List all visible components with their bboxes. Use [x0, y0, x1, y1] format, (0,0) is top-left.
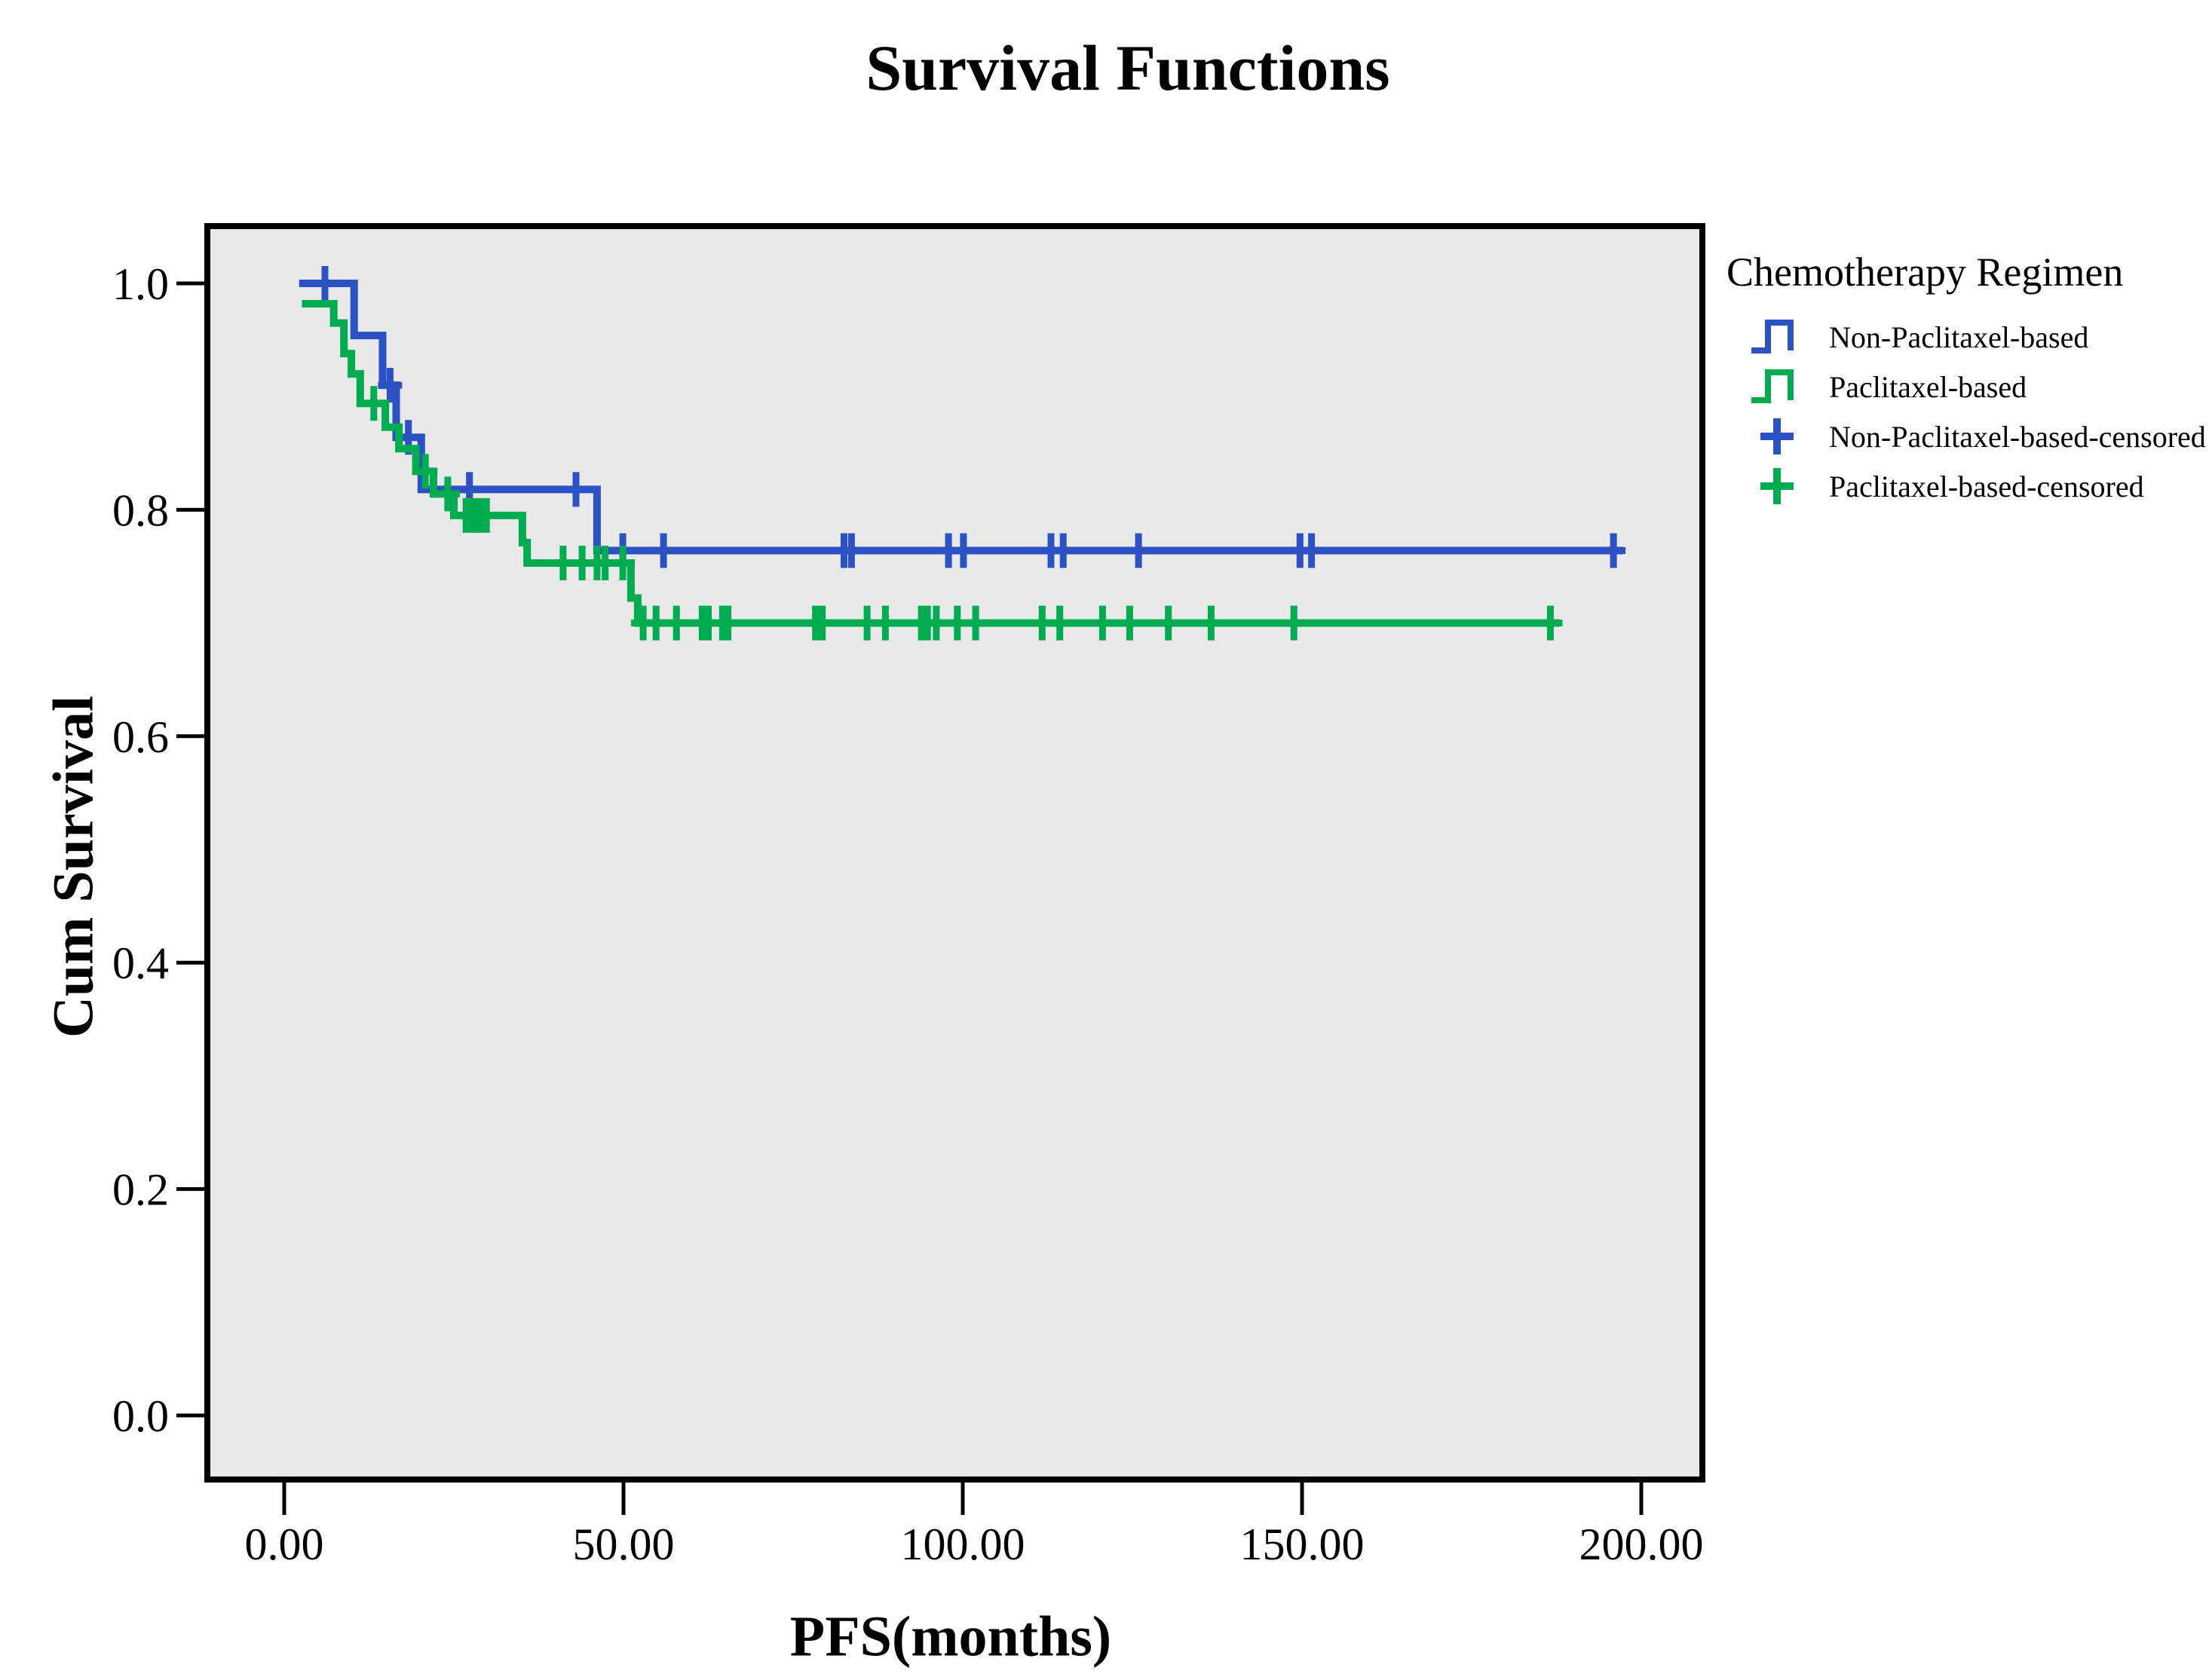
legend-item-label: Paclitaxel-based [1829, 369, 2027, 404]
plus-censor-icon [1749, 416, 1805, 457]
y-tick-label: 1.0 [112, 259, 169, 309]
x-tick-label: 150.00 [1240, 1519, 1365, 1569]
step-line-icon [1749, 369, 1805, 405]
plot-border [204, 223, 1705, 1483]
y-axis-title: Cum Survival [41, 696, 106, 1038]
km-curve-non-paclitaxel-based [299, 280, 1623, 555]
x-tick-label: 50.00 [573, 1519, 675, 1569]
y-tick-label: 0.2 [112, 1165, 169, 1215]
plus-censor-icon [1749, 466, 1805, 506]
y-tick-label: 0.8 [112, 485, 169, 535]
y-tick-label: 0.6 [112, 712, 169, 762]
chart-title: Survival Functions [866, 32, 1390, 104]
legend-item-paclitaxel: Paclitaxel-based [1726, 362, 2209, 412]
legend-item-label: Paclitaxel-based-censored [1829, 469, 2144, 503]
legend-item-label: Non-Paclitaxel-based-censored [1829, 419, 2206, 454]
y-tick-label: 0.0 [112, 1391, 169, 1441]
legend-item-label: Non-Paclitaxel-based [1829, 320, 2089, 354]
legend-title: Chemotherapy Regimen [1726, 249, 2124, 295]
legend: Chemotherapy Regimen Non-Paclitaxel-base… [1726, 249, 2209, 511]
legend-item-non-paclitaxel-censored: Non-Paclitaxel-based-censored [1726, 412, 2209, 461]
step-line-icon [1749, 319, 1805, 355]
y-tick-label: 0.4 [112, 938, 169, 988]
x-tick-label: 100.00 [901, 1519, 1025, 1569]
legend-item-non-paclitaxel: Non-Paclitaxel-based [1726, 312, 2209, 362]
x-axis-title: PFS(months) [789, 1605, 1112, 1669]
censor-marks-paclitaxel-based [361, 386, 1563, 641]
legend-item-paclitaxel-censored: Paclitaxel-based-censored [1726, 461, 2209, 511]
plot-area [207, 226, 1702, 1480]
x-tick-label: 0.00 [245, 1519, 324, 1569]
x-tick-label: 200.00 [1579, 1519, 1704, 1569]
